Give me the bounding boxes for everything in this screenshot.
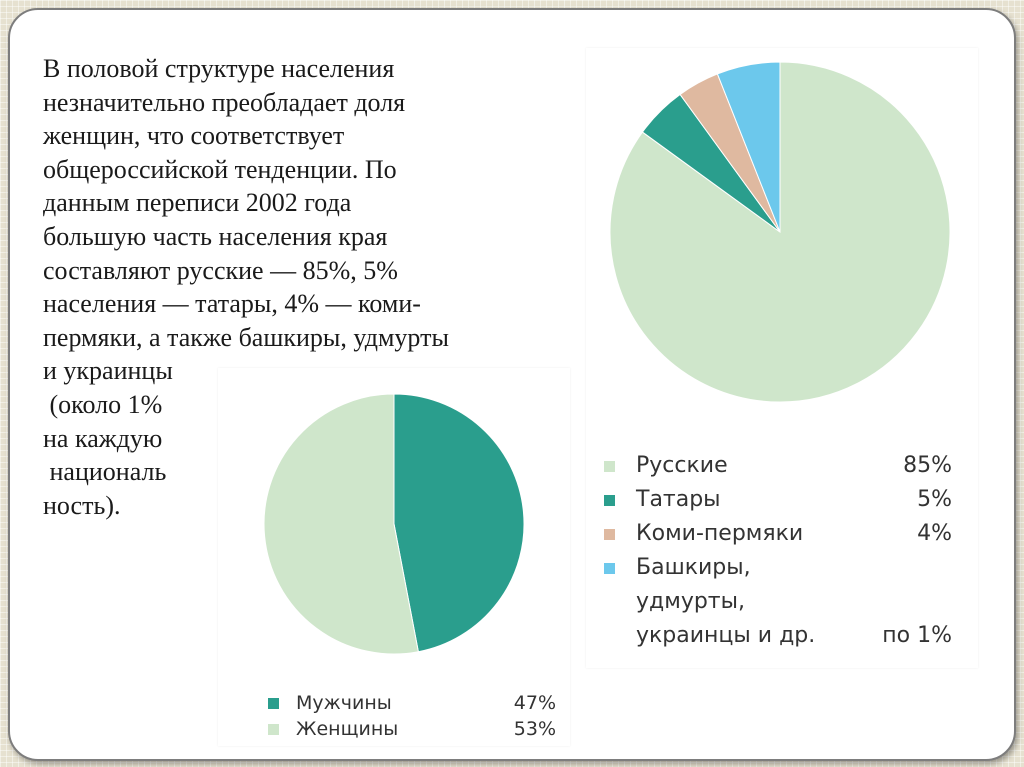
gender-pie-chart (263, 393, 525, 655)
ethnic-pie-chart (609, 61, 951, 403)
ethnic-chart-panel: Русские 85% Татары 5% Коми-пермяки 4% Башкиры,… (586, 48, 978, 668)
legend-value: 85% (903, 453, 952, 478)
legend-label: Башкиры, удмурты, украинцы и др. (636, 555, 816, 648)
gender-legend: Мужчины 47% Женщины 53% (268, 690, 558, 740)
slide-body-text: В половой структуре населения незначител… (43, 54, 449, 520)
legend-swatch (604, 495, 615, 506)
legend-label: Татары (636, 487, 721, 512)
ethnic-legend: Русские 85% Татары 5% Коми-пермяки 4% Башкиры,… (604, 446, 954, 666)
legend-label: Коми-пермяки (636, 521, 804, 546)
legend-value: по 1% (882, 623, 952, 648)
pie-slice-women (263, 393, 419, 655)
legend-swatch (268, 724, 279, 735)
legend-value: 47% (513, 692, 556, 714)
slide: В половой структуре населения незначител… (8, 8, 1016, 761)
legend-label: Русские (636, 453, 728, 478)
pie-slice-bashkirs-udmurts-ukrainians (716, 61, 781, 233)
pie-slice-russians (609, 61, 951, 403)
legend-swatch (268, 698, 279, 709)
legend-swatch (604, 563, 615, 574)
legend-swatch (604, 529, 615, 540)
legend-value: 5% (917, 487, 952, 512)
gender-chart-panel: Мужчины 47% Женщины 53% (218, 368, 570, 746)
legend-label: Женщины (296, 718, 399, 740)
legend-value: 53% (513, 718, 556, 740)
legend-value: 4% (917, 521, 952, 546)
legend-swatch (604, 461, 615, 472)
legend-label: Мужчины (296, 692, 392, 714)
pie-slice-men (393, 393, 525, 653)
